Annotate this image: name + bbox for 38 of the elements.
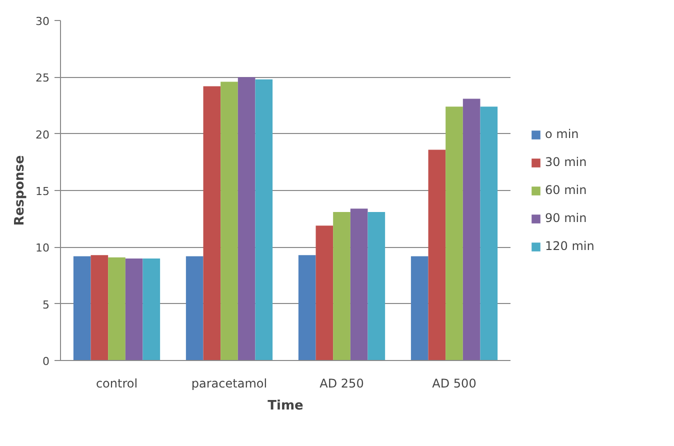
bar	[368, 212, 386, 360]
bar	[462, 98, 480, 360]
bar	[446, 106, 463, 360]
bar	[142, 258, 160, 360]
bar	[90, 255, 108, 360]
bar	[350, 208, 368, 360]
y-tick-label: 15	[36, 185, 50, 198]
y-tick-label: 0	[42, 355, 50, 368]
y-tick-label: 20	[36, 128, 50, 142]
bar	[203, 86, 221, 360]
bar	[316, 226, 334, 360]
bar	[220, 82, 238, 360]
x-tick-label: paracetamol	[191, 376, 268, 390]
bar	[428, 150, 446, 360]
legend-label: 90 min	[545, 211, 587, 225]
legend-label: 60 min	[545, 183, 587, 197]
bar	[298, 255, 316, 360]
legend-label: 30 min	[545, 155, 587, 169]
x-tick-label: AD 500	[432, 376, 476, 390]
x-tick-label: control	[96, 376, 138, 390]
legend-label: o min	[545, 127, 579, 141]
x-axis-title: Time	[268, 398, 304, 414]
bar	[333, 212, 350, 360]
bar	[238, 77, 256, 360]
y-axis-title: Response	[12, 155, 28, 226]
bar	[73, 256, 91, 360]
x-tick-label: AD 250	[320, 376, 364, 390]
legend-label: 120 min	[545, 239, 594, 253]
y-tick-label: 10	[36, 242, 50, 255]
bar	[108, 257, 126, 360]
y-tick-label: 25	[36, 72, 50, 85]
bar	[480, 106, 498, 360]
y-tick-label: 30	[36, 15, 50, 28]
bar	[255, 79, 273, 360]
bar	[410, 256, 428, 360]
bar	[186, 256, 204, 360]
bar	[125, 258, 143, 360]
y-tick-label: 5	[42, 298, 50, 312]
